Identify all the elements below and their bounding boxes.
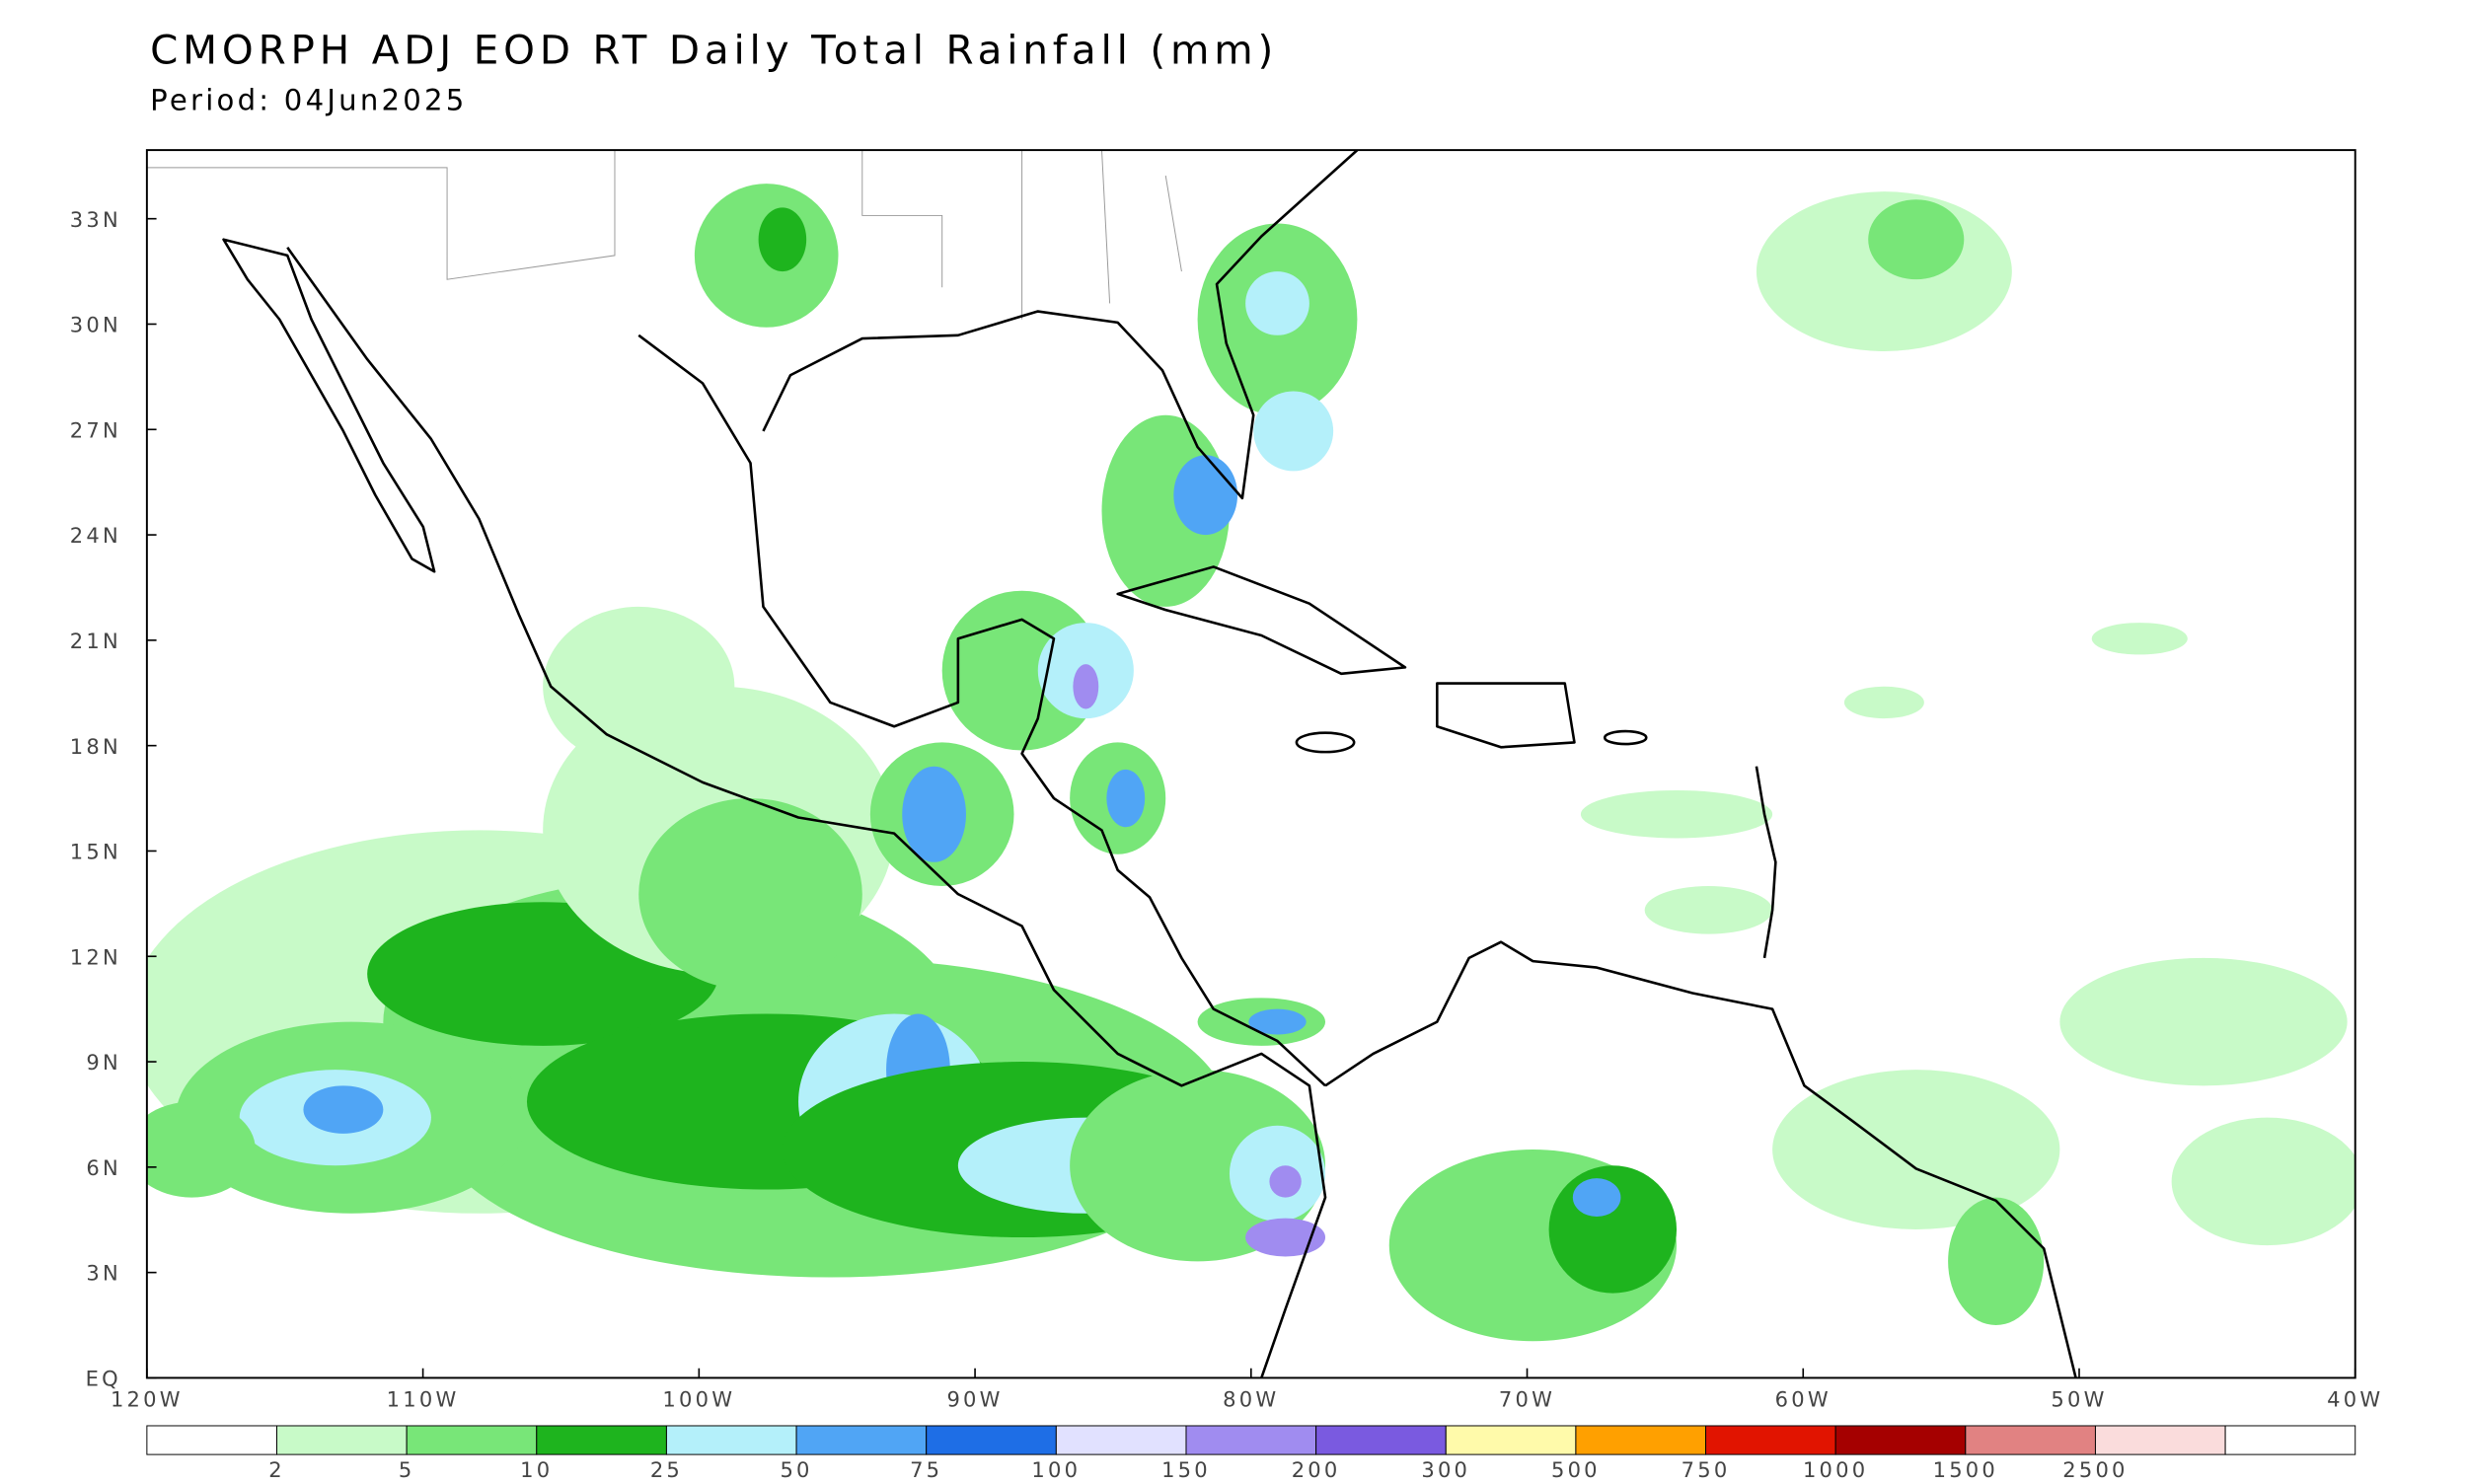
lesser-antilles — [1755, 766, 1777, 959]
puerto-rico — [1603, 729, 1648, 746]
rain-area — [1245, 1218, 1326, 1257]
colorbar-box — [276, 1425, 408, 1455]
rain-area — [1644, 886, 1773, 934]
colorbar-box — [536, 1425, 667, 1455]
rain-area — [1253, 391, 1334, 472]
rain-area — [1248, 1008, 1307, 1035]
rain-area — [1245, 271, 1309, 335]
title: CMORPH ADJ EOD RT Daily Total Rainfall (… — [150, 27, 1278, 74]
lon-tick-label: 50W — [2051, 1387, 2107, 1412]
colorbar-box — [2224, 1425, 2356, 1455]
colorbar-label: 25 — [650, 1457, 683, 1480]
colorbar-label: 10 — [520, 1457, 553, 1480]
colorbar-box — [1705, 1425, 1836, 1455]
rain-area — [1580, 789, 1773, 839]
rain-area — [1843, 686, 1924, 719]
colorbar-label: 75 — [910, 1457, 942, 1480]
rain-area — [1173, 455, 1238, 536]
rain-area — [1772, 1070, 2060, 1229]
lat-tick-label: 6N — [86, 1155, 121, 1180]
colorbar-label: 5 — [399, 1457, 415, 1480]
rain-area — [303, 1085, 384, 1134]
colorbar-box — [1965, 1425, 2096, 1455]
rain-area — [758, 207, 807, 272]
rain-area — [2091, 623, 2188, 655]
colorbar-label: 500 — [1551, 1457, 1601, 1480]
colorbar-label: 750 — [1682, 1457, 1731, 1480]
colorbar-label: 100 — [1031, 1457, 1081, 1480]
colorbar-box — [406, 1425, 538, 1455]
colorbar-box — [1315, 1425, 1447, 1455]
colorbar-label: 50 — [780, 1457, 812, 1480]
lat-tick-label: 12N — [70, 944, 121, 969]
us-border — [146, 150, 1182, 320]
lon-tick-label: 90W — [946, 1387, 1003, 1412]
colorbar-box — [1575, 1425, 1707, 1455]
baja-coast — [222, 238, 436, 573]
rain-area — [1948, 1197, 2045, 1326]
colorbar-label: 2 — [268, 1457, 285, 1480]
colorbar-label: 2500 — [2062, 1457, 2128, 1480]
colorbar-box — [665, 1425, 797, 1455]
lat-tick-label: 3N — [86, 1261, 121, 1286]
map-frame — [145, 149, 2356, 1379]
colorbar-label: 1000 — [1803, 1457, 1868, 1480]
lat-tick-label: 27N — [70, 417, 121, 442]
lat-tick-label: 18N — [70, 734, 121, 759]
colorbar-label: 150 — [1161, 1457, 1211, 1480]
lat-tick-label: 15N — [70, 840, 121, 864]
colorbar-label: 1500 — [1933, 1457, 1998, 1480]
lat-tick-label: EQ — [86, 1367, 121, 1391]
lon-tick-label: 100W — [662, 1387, 735, 1412]
lon-tick-label: 40W — [2327, 1387, 2383, 1412]
cuba — [1116, 565, 1407, 676]
lon-tick-label: 120W — [111, 1387, 184, 1412]
rain-area — [2059, 957, 2348, 1086]
rain-area — [902, 766, 966, 862]
lat-tick-label: 30N — [70, 313, 121, 337]
colorbar-box — [1445, 1425, 1577, 1455]
lon-tick-label: 70W — [1499, 1387, 1555, 1412]
rain-area — [2171, 1117, 2355, 1246]
lat-tick-label: 33N — [70, 207, 121, 232]
rain-area — [543, 606, 735, 767]
rain-area — [1269, 1165, 1302, 1198]
rain-area — [1868, 199, 1965, 280]
colorbar: 2 5 10 25 50 75 100 150 200 300 500 750 1000 1500 2500 — [146, 1425, 2356, 1482]
lat-tick-label: 9N — [86, 1050, 121, 1075]
rain-area — [1073, 664, 1099, 709]
rain-area — [146, 1101, 256, 1198]
lat-tick-label: 21N — [70, 629, 121, 653]
lat-tick-label: 24N — [70, 523, 121, 548]
rainfall-field — [146, 184, 2355, 1342]
colorbar-box — [795, 1425, 928, 1455]
us-gulf-coast — [762, 150, 1359, 500]
colorbar-box — [2094, 1425, 2226, 1455]
colorbar-box — [146, 1425, 277, 1455]
colorbar-box — [1185, 1425, 1317, 1455]
rain-area — [638, 798, 862, 991]
colorbar-label: 300 — [1421, 1457, 1470, 1480]
gulf-coast — [637, 334, 1326, 1087]
rain-area — [1106, 769, 1146, 828]
longitude-ticks: 120W 110W 100W 90W 80W 70W 60W 50W 40W — [111, 1368, 2383, 1412]
rain-area — [1572, 1178, 1621, 1218]
mexico-pacific-coast — [286, 247, 1327, 1378]
colorbar-box — [926, 1425, 1057, 1455]
colorbar-box — [1834, 1425, 1967, 1455]
jamaica — [1295, 731, 1356, 754]
hispaniola — [1436, 682, 1576, 749]
lon-tick-label: 60W — [1775, 1387, 1832, 1412]
colorbar-box — [1055, 1425, 1187, 1455]
colorbar-label: 200 — [1292, 1457, 1341, 1480]
latitude-ticks: EQ 3N 6N 9N 12N 15N 18N 21N 24N 27N 30N 33N — [70, 207, 157, 1391]
south-america-coast — [1324, 940, 2077, 1378]
coastlines — [146, 150, 2077, 1378]
period: Period: 04Jun2025 — [150, 84, 467, 117]
lon-tick-label: 110W — [387, 1387, 460, 1412]
lon-tick-label: 80W — [1223, 1387, 1279, 1412]
